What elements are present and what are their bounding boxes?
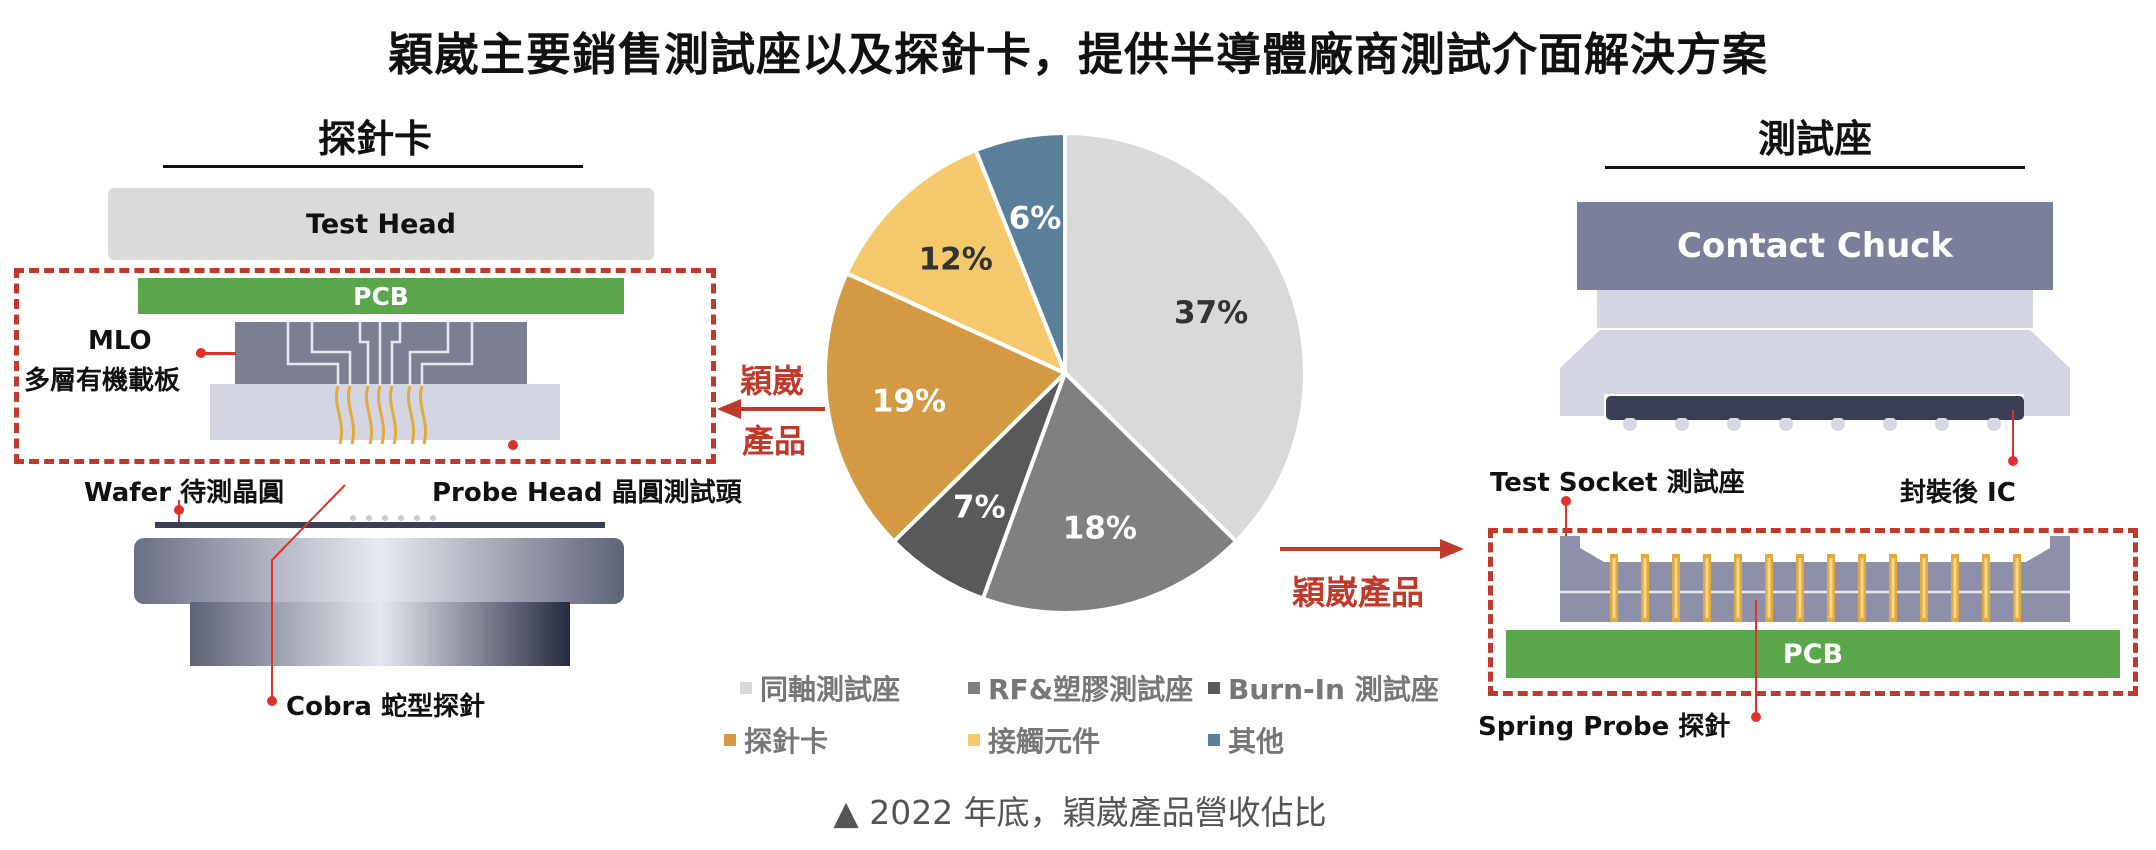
- product-highlight-left: [14, 268, 716, 464]
- pie-slice-label: 19%: [872, 384, 946, 420]
- spring-probe-core: [1674, 558, 1678, 618]
- pie-slice: [823, 270, 1069, 545]
- mlo-leader: [196, 352, 236, 355]
- pcb-right: PCB: [1506, 630, 2120, 678]
- pie-slice-label: 6%: [1009, 200, 1062, 236]
- spring-probe-core: [1612, 558, 1616, 618]
- mlo-block: [210, 322, 560, 445]
- spring-probe-core: [2015, 558, 2019, 618]
- spring-probe-core: [1953, 558, 1957, 618]
- legend-swatch: [1208, 734, 1220, 746]
- pie-slice: [1063, 130, 1307, 545]
- pie-slice: [891, 371, 1067, 602]
- legend-swatch: [1208, 682, 1220, 694]
- spring-probe-leader: [1755, 600, 1757, 716]
- legend-swatch: [968, 682, 980, 694]
- probe-head-label: Probe Head 晶圓測試頭: [432, 478, 742, 508]
- legend-item-coaxial: 同軸測試座: [740, 668, 900, 708]
- pcb-right-label: PCB: [1782, 638, 1844, 670]
- legend-swatch: [968, 734, 980, 746]
- test-socket-label: Test Socket 測試座: [1490, 468, 1745, 498]
- pie-slice-label: 7%: [953, 489, 1006, 525]
- pie-slice-label: 18%: [1063, 511, 1137, 547]
- cobra-probes: [335, 385, 427, 445]
- spring-probe-core: [1798, 558, 1802, 618]
- cobra-leader-dot: [267, 696, 277, 706]
- spring-probe-core: [1891, 558, 1895, 618]
- spring-probe-core: [1829, 558, 1833, 618]
- wafer-label: Wafer 待測晶圓: [84, 478, 285, 508]
- legend-item-probe-card: 探針卡: [724, 720, 828, 760]
- wafer-bumps: [350, 515, 436, 521]
- pie-slice: [973, 130, 1067, 374]
- packaged-ic: [1606, 396, 2024, 420]
- legend-item-rf: RF&塑膠測試座: [968, 668, 1193, 708]
- test-socket-leader-dot: [1561, 496, 1571, 506]
- arrow-left-label-2: 產品: [742, 422, 807, 460]
- pcb-left: PCB: [138, 278, 624, 314]
- arrow-left-label-1: 穎崴: [740, 362, 805, 400]
- probe-head-leader-dot: [508, 440, 518, 450]
- product-highlight-right: [1488, 528, 2138, 696]
- test-head-label: Test Head: [306, 208, 456, 240]
- test-socket-heading-rule: [1605, 166, 2025, 169]
- legend-label: 其他: [1228, 725, 1285, 758]
- wafer-chuck-base: [190, 602, 570, 666]
- spring-probe-core: [1922, 558, 1926, 618]
- mlo-label-zh: 多層有機載板: [24, 366, 181, 396]
- mlo-label: MLO: [88, 326, 152, 356]
- cobra-label: Cobra 蛇型探針: [286, 692, 485, 722]
- revenue-pie-chart: 37% 18% 7% 19% 12% 6%: [823, 130, 1307, 615]
- legend-item-burnin: Burn-In 測試座: [1208, 668, 1439, 708]
- legend-label: RF&塑膠測試座: [988, 673, 1194, 706]
- legend-item-contact: 接觸元件: [968, 720, 1100, 760]
- legend-label: 接觸元件: [988, 725, 1101, 758]
- arrow-right: [1280, 539, 1464, 559]
- mlo-routing: [286, 322, 474, 386]
- legend-label: Burn-In 測試座: [1228, 673, 1439, 706]
- test-socket-heading: 測試座: [1757, 117, 1872, 161]
- test-head-block: Test Head: [108, 188, 654, 260]
- probe-card-heading: 探針卡: [317, 117, 432, 161]
- contact-chuck-neck: [1597, 290, 2033, 328]
- ic-leader-dot: [2008, 456, 2018, 466]
- contact-chuck-block: Contact Chuck: [1577, 202, 2053, 290]
- test-socket-leader: [1565, 498, 1567, 546]
- legend-label: 同軸測試座: [760, 673, 901, 706]
- arrow-left: [717, 399, 825, 419]
- mlo-leader-dot: [196, 348, 206, 358]
- arrow-right-label: 穎崴產品: [1292, 573, 1424, 612]
- spring-probe-core: [1860, 558, 1864, 618]
- pie-slice: [980, 369, 1239, 615]
- wafer: [155, 522, 605, 528]
- legend-swatch: [740, 682, 752, 694]
- pie-slice-label: 37%: [1174, 295, 1248, 331]
- probe-card-heading-rule: [163, 165, 583, 168]
- ic-solder-balls: [1623, 418, 2001, 431]
- spring-probe-core: [1643, 558, 1647, 618]
- test-socket-body: [1560, 536, 2070, 622]
- spring-probe-core: [1767, 558, 1771, 618]
- cobra-leader: [271, 484, 346, 700]
- wafer-chuck-top: [134, 538, 624, 604]
- ic-leader: [2012, 410, 2014, 462]
- legend-item-other: 其他: [1208, 720, 1284, 760]
- page-title: 穎崴主要銷售測試座以及探針卡，提供半導體廠商測試介面解決方案: [387, 28, 1768, 81]
- spring-probe-label: Spring Probe 探針: [1478, 712, 1731, 742]
- wafer-leader-dot: [174, 505, 184, 515]
- contact-chuck-label: Contact Chuck: [1676, 226, 1954, 266]
- pcb-left-label: PCB: [353, 281, 409, 311]
- packaged-ic-label: 封裝後 IC: [1900, 478, 2016, 508]
- pie-slice: [844, 147, 1069, 377]
- legend-swatch: [724, 734, 736, 746]
- spring-probe-core: [1736, 558, 1740, 618]
- pie-slice-label: 12%: [919, 241, 993, 277]
- legend-label: 探針卡: [744, 725, 829, 758]
- spring-probe-leader-dot: [1751, 712, 1761, 722]
- spring-probe-core: [1984, 558, 1988, 618]
- spring-probe-core: [1705, 558, 1709, 618]
- caption: ▲ 2022 年底，穎崴產品營收佔比: [833, 793, 1327, 832]
